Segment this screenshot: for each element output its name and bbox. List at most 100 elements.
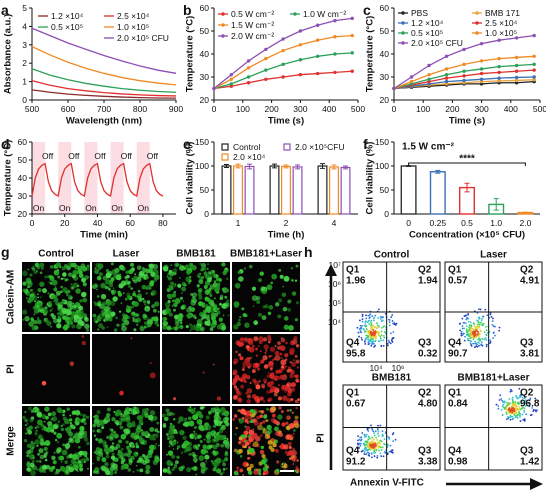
cell-spot [74,409,81,416]
legend-marker [293,12,297,16]
x-tick-label: 100 [416,104,430,114]
event-dot [500,398,503,400]
laser-on-band [58,142,72,214]
cell-spot [215,433,218,436]
event-dot [524,405,527,407]
cell-spot [79,320,83,324]
event-dot [366,321,369,324]
cell-spot [113,410,116,413]
legend-marker [401,11,405,15]
cell-spot [136,407,140,410]
event-dot [468,328,471,331]
cell-spot [174,262,180,268]
x-tick-label: 300 [475,104,489,114]
cell-spot [205,460,208,463]
cell-spot [171,454,176,459]
cell-spot [259,271,264,276]
event-dot [473,325,476,328]
event-dot [382,339,385,342]
cell-spot [235,350,238,354]
event-dot [477,331,480,334]
cell-spot [168,445,171,448]
cell-spot [191,452,196,457]
event-dot [377,429,379,431]
event-dot [361,315,364,317]
legend-label: 2.0 ×10⁵ CFU [117,33,169,43]
cell-spot [130,311,136,317]
cell-spot [277,396,283,401]
cell-spot [50,418,53,421]
cell-spot [121,325,127,332]
cell-spot [281,365,285,369]
cell-spot [100,293,107,300]
data-point [212,86,216,91]
cell-spot [67,290,71,294]
cell-spot [280,337,286,343]
cell-spot [269,346,276,352]
cell-spot [72,282,79,288]
cell-spot [39,281,45,287]
cell-spot [260,445,264,450]
event-dot [478,308,480,311]
cell-spot [213,297,216,300]
cell-spot [33,442,36,445]
event-dot [489,341,492,343]
error-bar [331,164,337,170]
cell-spot [278,298,283,303]
cell-spot [87,467,89,470]
cell-spot [207,277,212,283]
data-point [479,71,484,76]
cell-spot [242,431,247,435]
event-dot [373,441,376,444]
event-dot [379,424,382,427]
cell-spot [145,308,149,311]
event-dot [523,418,526,421]
cell-spot [199,439,203,443]
quadrant-value: 90.7 [448,349,468,360]
event-dot [534,409,537,412]
cell-spot [214,286,220,292]
cell-spot [81,417,87,422]
event-dot [521,404,523,407]
event-dot [485,326,487,328]
cell-spot [242,376,246,380]
cell-spot [287,308,291,312]
data-point [444,73,449,77]
cell-spot [128,457,133,462]
off-label: Off [147,151,159,161]
event-dot [374,445,377,448]
event-dot [373,455,376,458]
cell-spot [162,413,166,418]
event-dot [365,336,368,339]
x-tick-label: 300 [293,104,307,114]
cell-spot [36,293,39,296]
quadrant-value: 3.81 [520,349,540,360]
cell-spot [138,457,143,462]
event-dot [511,396,514,399]
cell-spot [164,301,171,308]
cell-spot [224,267,228,271]
panel-label: c [363,2,371,18]
data-point [427,77,431,82]
cell-spot [218,428,224,434]
legend-marker [475,21,479,25]
cell-spot [145,292,148,295]
event-dot [392,337,395,340]
cell-spot [184,264,189,269]
cell-spot [222,467,226,471]
cell-spot [173,290,177,294]
cell-spot [283,316,289,321]
event-dot [369,443,372,446]
y-tick-label: 10⁴ [328,317,341,327]
cell-spot [142,313,147,319]
event-dot [391,449,393,452]
cell-spot [164,417,169,421]
cell-spot [44,458,48,462]
event-dot [473,346,476,349]
cell-spot [220,425,226,431]
on-label: On [111,203,123,213]
cell-spot [167,450,174,456]
cell-spot [199,288,203,292]
legend-swatch [221,153,229,161]
event-dot [388,436,391,439]
